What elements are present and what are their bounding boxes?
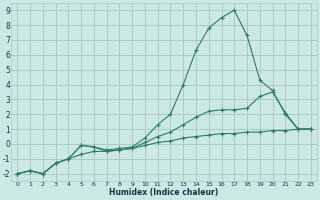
X-axis label: Humidex (Indice chaleur): Humidex (Indice chaleur): [109, 188, 219, 197]
